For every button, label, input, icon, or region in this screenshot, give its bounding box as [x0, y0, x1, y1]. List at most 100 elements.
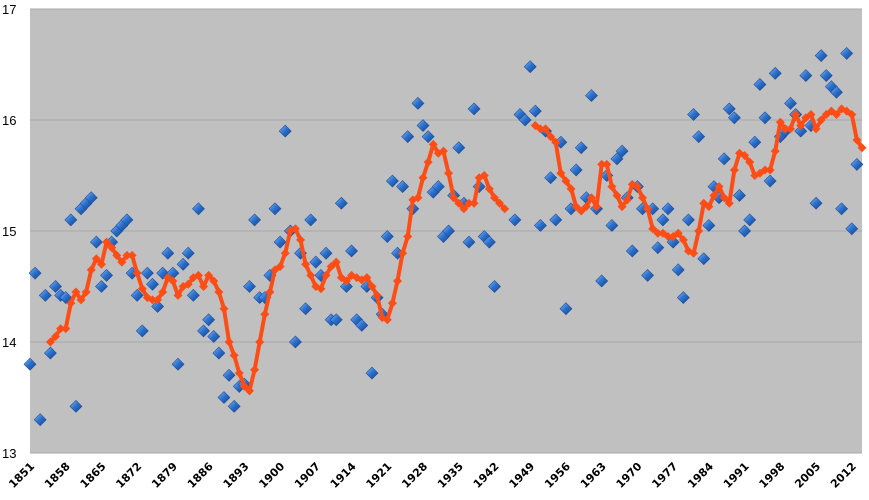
scatter-point: [130, 288, 144, 302]
x-tick-label: 1921: [364, 460, 395, 491]
line-point: [831, 109, 841, 119]
x-tick-label: 1928: [399, 460, 430, 491]
scatter-point: [743, 213, 757, 227]
x-tick-label: 1907: [292, 460, 323, 491]
scatter-point: [559, 302, 573, 316]
x-tick-label: 1900: [256, 460, 287, 491]
x-tick-label: 1991: [721, 460, 752, 491]
line-point: [760, 165, 770, 175]
scatter-point: [207, 330, 221, 343]
line-point: [260, 309, 270, 319]
x-tick-label: 2012: [828, 460, 859, 491]
scatter-point: [273, 235, 287, 249]
scatter-point: [192, 202, 205, 216]
line-point: [76, 295, 86, 305]
y-tick-label: 17: [2, 2, 16, 17]
scatter-point: [574, 141, 588, 155]
x-tick-label: 1879: [149, 460, 180, 491]
scatter-point: [84, 191, 98, 205]
line-point: [449, 193, 459, 203]
scatter-point: [467, 102, 481, 116]
scatter-point: [268, 202, 282, 216]
scatter-point: [49, 280, 62, 293]
scatter-point: [385, 174, 399, 188]
line-point: [648, 224, 658, 234]
line-point: [546, 132, 556, 142]
scatter-point: [288, 335, 302, 349]
scatter-point: [625, 244, 639, 258]
scatter-point: [666, 235, 680, 249]
scatter-point: [43, 346, 57, 360]
y-tick-label: 16: [2, 113, 16, 128]
scatter-point: [661, 202, 675, 216]
x-tick-label: 1984: [685, 460, 716, 491]
line-point: [91, 254, 101, 264]
scatter-point: [763, 174, 777, 188]
line-point: [571, 202, 581, 212]
line-point: [535, 124, 545, 134]
line-point: [495, 198, 505, 208]
line-point: [234, 368, 244, 378]
x-tick-label: 1893: [221, 460, 252, 491]
scatter-point: [702, 219, 716, 232]
scatter-point: [488, 280, 501, 293]
scatter-point: [442, 224, 455, 238]
line-point: [581, 202, 591, 212]
scatter-point: [151, 300, 165, 313]
line-point: [811, 124, 821, 134]
line-point: [791, 109, 801, 119]
line-point: [719, 193, 729, 203]
scatter-point: [421, 130, 435, 144]
line-point: [438, 146, 448, 156]
scatter-point: [462, 235, 476, 249]
scatter-point: [243, 280, 256, 293]
line-point: [806, 109, 816, 119]
line-point: [280, 248, 290, 258]
scatter-point: [227, 399, 241, 413]
line-point: [66, 298, 76, 308]
line-point: [403, 232, 413, 242]
line-point: [852, 135, 862, 145]
scatter-point: [697, 252, 711, 266]
x-tick-label: 1935: [435, 460, 466, 491]
line-point: [444, 168, 454, 178]
x-tick-label: 1998: [757, 460, 788, 491]
line-point: [724, 198, 734, 208]
line-point: [372, 290, 382, 300]
line-point: [239, 381, 249, 391]
scatter-point: [727, 111, 741, 125]
line-point: [387, 298, 397, 308]
scatter-point: [146, 277, 159, 291]
scatter-point: [329, 313, 343, 327]
x-tick-label: 1851: [6, 460, 37, 491]
scatter-point: [585, 89, 598, 103]
line-point: [321, 270, 331, 280]
scatter-point: [753, 78, 767, 91]
line-point: [592, 202, 602, 212]
line-point: [689, 248, 699, 258]
scatter-point: [278, 124, 292, 138]
line-point: [704, 202, 714, 212]
scatter-point: [431, 180, 445, 194]
scatter-point: [202, 313, 216, 327]
scatter-point: [814, 49, 828, 63]
scatter-point: [222, 368, 236, 382]
line-point: [153, 295, 163, 305]
x-tick-label: 1977: [649, 460, 680, 491]
line-point: [847, 109, 857, 119]
line-point: [316, 284, 326, 294]
line-point: [597, 159, 607, 169]
line-point: [107, 243, 117, 253]
scatter-point: [850, 157, 864, 171]
scatter-point: [518, 113, 532, 127]
scatter-point: [717, 152, 731, 166]
scatter-point: [33, 413, 47, 427]
scatter-point: [380, 230, 394, 243]
scatter-point: [784, 96, 797, 110]
line-point: [500, 204, 510, 214]
line-point: [469, 198, 479, 208]
line-point: [81, 287, 91, 297]
scatter-point: [59, 291, 73, 305]
scatter-point: [69, 399, 83, 413]
line-point: [331, 257, 341, 267]
